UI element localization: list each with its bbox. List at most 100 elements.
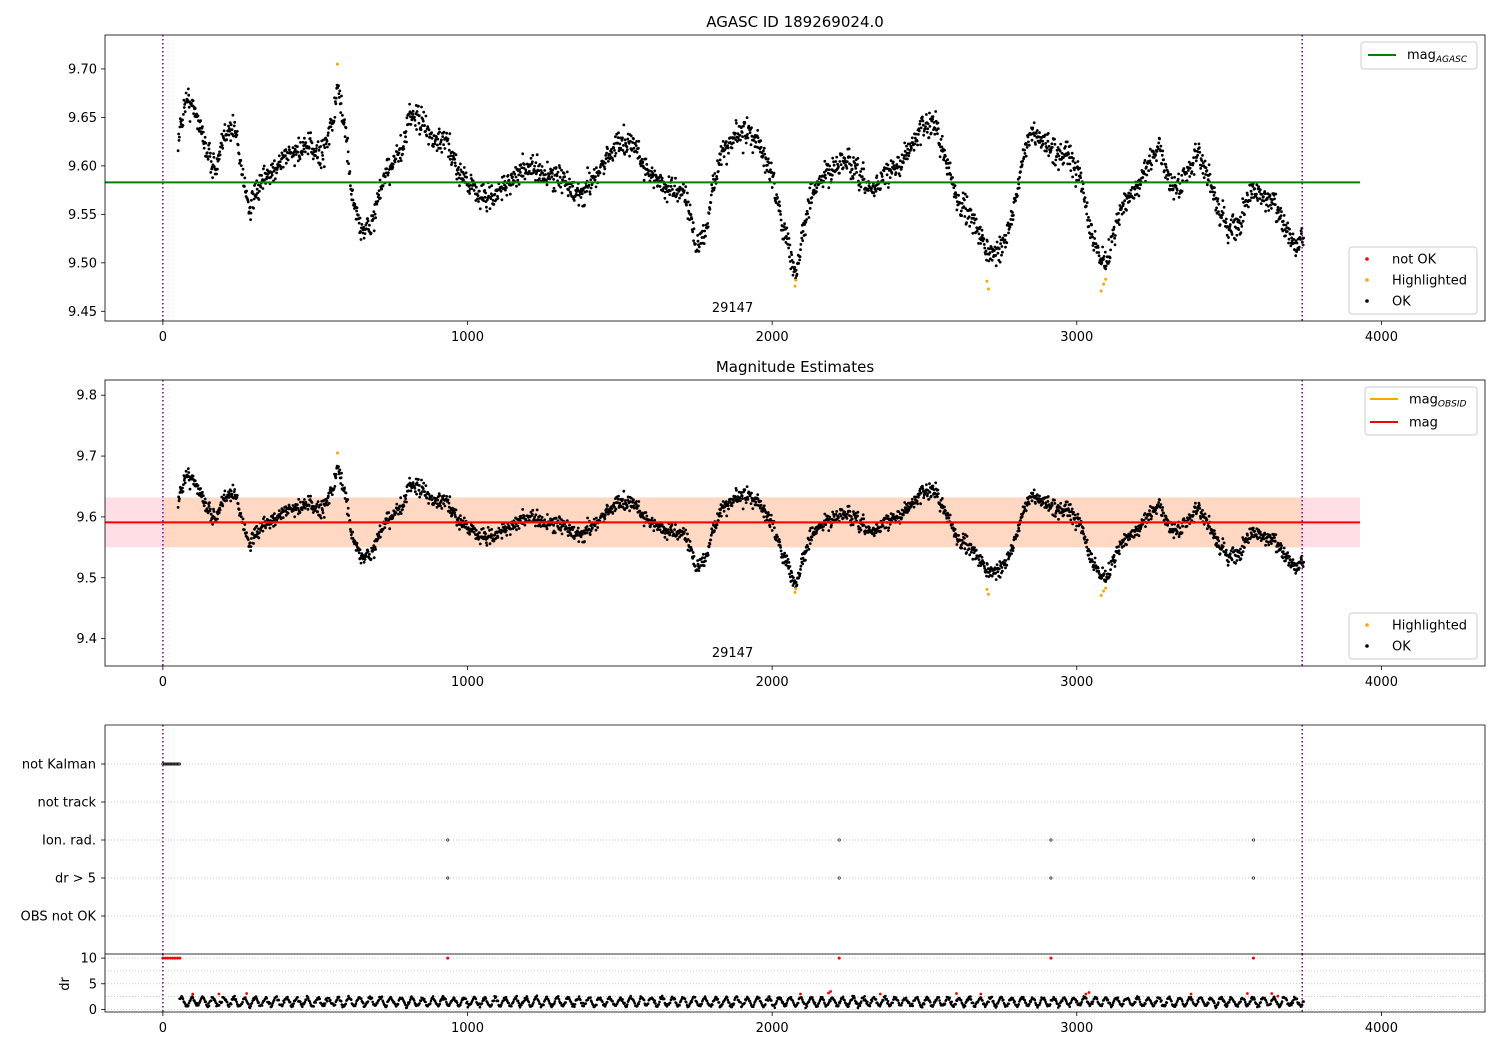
ok-point bbox=[936, 488, 940, 492]
ok-point bbox=[307, 146, 311, 150]
ok-point bbox=[838, 160, 842, 163]
ok-point bbox=[325, 500, 329, 503]
ok-point bbox=[585, 525, 589, 528]
ok-point bbox=[207, 504, 211, 508]
ok-point bbox=[787, 237, 791, 240]
ok-point bbox=[378, 178, 382, 182]
ok-point bbox=[558, 175, 562, 179]
ok-point bbox=[1067, 508, 1070, 511]
ok-point bbox=[1148, 159, 1152, 163]
ok-point bbox=[963, 536, 966, 540]
ok-point bbox=[1192, 510, 1195, 514]
highlighted-point bbox=[794, 278, 798, 282]
ok-point bbox=[176, 506, 180, 509]
ok-point bbox=[890, 171, 894, 175]
ok-point bbox=[955, 543, 959, 546]
ok-point bbox=[258, 531, 261, 535]
ok-point bbox=[1074, 528, 1078, 532]
ok-point bbox=[1097, 251, 1101, 254]
ok-point bbox=[925, 130, 929, 134]
ok-point bbox=[186, 87, 190, 91]
ok-point bbox=[1081, 187, 1085, 191]
ok-point bbox=[639, 164, 643, 168]
ok-point bbox=[304, 500, 308, 504]
ok-point bbox=[910, 504, 913, 508]
ok-point bbox=[1010, 552, 1013, 555]
ok-point bbox=[202, 146, 206, 150]
ok-point bbox=[1158, 498, 1161, 502]
ok-point bbox=[791, 265, 794, 269]
ok-point bbox=[1046, 500, 1050, 503]
x-tick-label: 3000 bbox=[1060, 330, 1093, 345]
ok-point bbox=[253, 184, 256, 187]
ok-point bbox=[1057, 168, 1060, 172]
ok-point bbox=[575, 193, 579, 197]
ok-point bbox=[1141, 176, 1145, 179]
ok-point bbox=[777, 538, 781, 541]
ok-point bbox=[801, 562, 805, 566]
ok-point bbox=[1010, 223, 1013, 226]
ok-point bbox=[1092, 248, 1096, 252]
ok-point bbox=[1050, 501, 1054, 505]
ok-point bbox=[212, 165, 216, 169]
ok-point bbox=[248, 205, 252, 209]
ok-point bbox=[1112, 554, 1116, 557]
ok-point bbox=[1143, 172, 1146, 176]
ok-point bbox=[614, 135, 617, 139]
ok-point bbox=[447, 505, 451, 509]
ok-point bbox=[188, 487, 192, 491]
ok-point bbox=[326, 145, 329, 149]
ok-point bbox=[1008, 225, 1012, 229]
ok-point bbox=[1284, 223, 1288, 227]
ok-point bbox=[709, 533, 713, 537]
ok-point bbox=[346, 506, 350, 510]
ok-point bbox=[455, 177, 459, 181]
ok-point bbox=[217, 157, 221, 161]
ok-point bbox=[275, 171, 278, 175]
ok-point bbox=[836, 162, 839, 166]
ok-point bbox=[1263, 192, 1267, 196]
ok-point bbox=[321, 511, 325, 515]
ok-point bbox=[767, 161, 771, 165]
ok-point bbox=[1029, 133, 1033, 136]
ok-point bbox=[1149, 517, 1153, 521]
ok-point bbox=[1067, 152, 1070, 156]
ok-point bbox=[978, 225, 982, 229]
ok-point bbox=[421, 487, 425, 491]
ok-point bbox=[925, 494, 929, 498]
ok-point bbox=[311, 511, 315, 514]
ok-point bbox=[644, 173, 647, 177]
ok-point bbox=[840, 153, 844, 157]
ok-point bbox=[430, 136, 434, 140]
ok-point bbox=[595, 166, 598, 170]
ok-point bbox=[872, 191, 876, 195]
ok-point bbox=[507, 524, 511, 528]
ok-point bbox=[491, 537, 495, 540]
ok-point bbox=[312, 147, 316, 151]
ok-point bbox=[249, 545, 253, 548]
ok-point bbox=[293, 515, 297, 519]
ok-point bbox=[766, 157, 770, 161]
figure-title: AGASC ID 189269024.0 bbox=[706, 13, 884, 31]
ok-point bbox=[719, 508, 722, 512]
ok-point bbox=[340, 471, 343, 475]
ok-point bbox=[703, 229, 706, 233]
ok-point bbox=[211, 176, 215, 180]
ok-point bbox=[457, 166, 460, 169]
ok-point bbox=[938, 509, 942, 513]
ok-point bbox=[719, 145, 723, 148]
ok-point bbox=[803, 223, 806, 227]
ok-point bbox=[805, 549, 809, 552]
ok-point bbox=[571, 184, 574, 188]
ok-point bbox=[1218, 223, 1222, 227]
ok-point bbox=[773, 196, 777, 200]
ok-point bbox=[455, 523, 459, 527]
ok-point bbox=[996, 251, 1000, 255]
ok-point bbox=[783, 551, 786, 555]
ok-point bbox=[201, 125, 204, 128]
ok-point bbox=[291, 504, 295, 507]
ok-point bbox=[262, 515, 266, 519]
ok-point bbox=[701, 224, 705, 227]
ok-point bbox=[709, 193, 713, 197]
ok-point bbox=[938, 142, 941, 146]
